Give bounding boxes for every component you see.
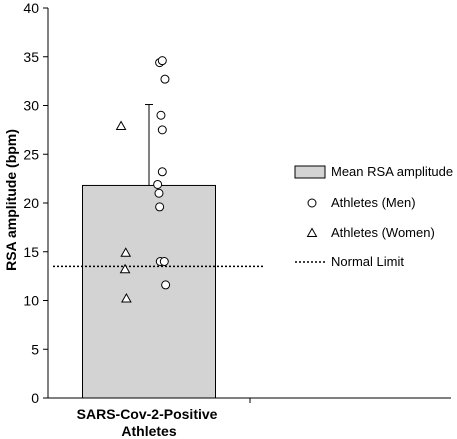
point-women-0 [115, 120, 127, 130]
y-tick-label-20: 20 [23, 195, 39, 211]
legend: Mean RSA amplitude Athletes (Men) Athlet… [294, 164, 453, 269]
category-label-line-1: SARS-Cov-2-Positive [77, 406, 218, 422]
point-men-3 [156, 110, 166, 120]
plot-area: 0 5 10 15 20 25 30 35 40 [23, 0, 451, 406]
point-men-6 [153, 179, 163, 189]
point-men-10 [159, 257, 169, 266]
y-tick-label-0: 0 [31, 390, 39, 406]
y-tick-label-30: 30 [23, 98, 39, 114]
point-men-2 [160, 74, 170, 84]
point-women-1 [120, 247, 132, 257]
point-men-5 [157, 167, 167, 177]
legend-label-women: Athletes (Women) [331, 225, 435, 240]
legend-label-normal-limit: Normal Limit [331, 254, 404, 269]
legend-swatch-bar [294, 165, 326, 179]
category-label: SARS-Cov-2-Positive Athletes [77, 406, 222, 439]
y-axis-title: RSA amplitude (bpm) [3, 129, 19, 271]
point-men-1 [157, 56, 167, 66]
y-tick-label-25: 25 [23, 146, 39, 162]
legend-label-men: Athletes (Men) [331, 195, 416, 210]
legend-label-bar: Mean RSA amplitude [331, 164, 453, 179]
point-women-2 [119, 263, 131, 274]
point-men-4 [157, 125, 167, 135]
y-tick-label-5: 5 [31, 341, 39, 357]
point-women-3 [121, 293, 132, 303]
y-tick-label-10: 10 [23, 293, 39, 309]
y-tick-label-15: 15 [23, 244, 39, 260]
point-men-7 [154, 188, 164, 198]
y-tick-label-40: 40 [23, 0, 39, 16]
legend-marker-women [306, 227, 318, 237]
category-label-line-2: Athletes [121, 423, 176, 439]
point-men-8 [155, 202, 165, 212]
y-tick-label-35: 35 [23, 49, 39, 65]
legend-marker-men [307, 198, 317, 208]
point-men-11 [161, 280, 171, 290]
bar-mean-rsa [82, 184, 216, 399]
